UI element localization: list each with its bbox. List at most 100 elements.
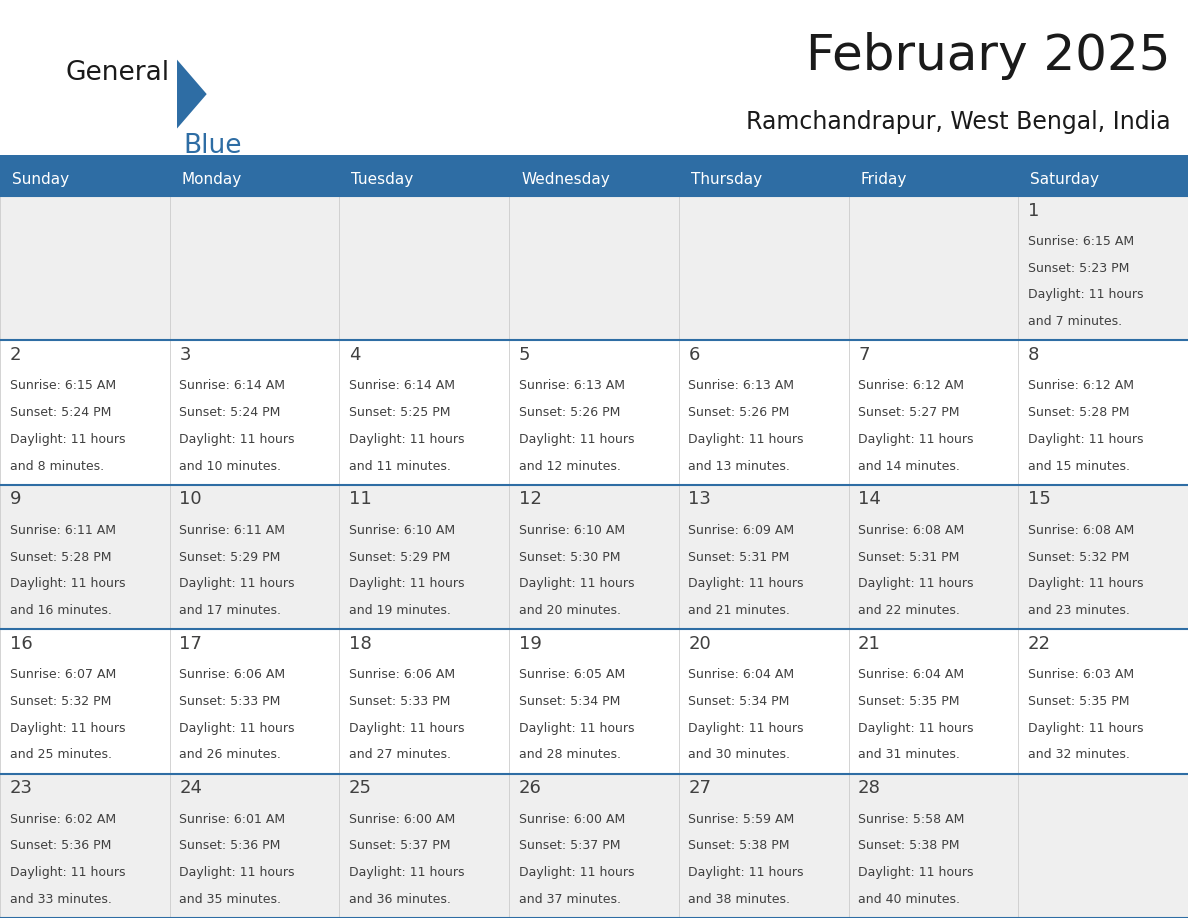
Bar bbox=[0, 163, 1188, 196]
Text: Sunrise: 6:13 AM: Sunrise: 6:13 AM bbox=[519, 379, 625, 392]
Text: Sunrise: 6:05 AM: Sunrise: 6:05 AM bbox=[519, 668, 625, 681]
Text: Sunrise: 6:11 AM: Sunrise: 6:11 AM bbox=[10, 524, 115, 537]
Text: Daylight: 11 hours: Daylight: 11 hours bbox=[1028, 722, 1143, 734]
Text: Daylight: 11 hours: Daylight: 11 hours bbox=[10, 722, 125, 734]
Text: Sunset: 5:32 PM: Sunset: 5:32 PM bbox=[1028, 551, 1129, 564]
Text: Sunset: 5:26 PM: Sunset: 5:26 PM bbox=[519, 406, 620, 420]
Text: Sunrise: 6:06 AM: Sunrise: 6:06 AM bbox=[179, 668, 285, 681]
Text: 11: 11 bbox=[349, 490, 372, 509]
Text: Daylight: 11 hours: Daylight: 11 hours bbox=[179, 722, 295, 734]
Text: Daylight: 11 hours: Daylight: 11 hours bbox=[858, 432, 974, 446]
Text: Sunrise: 6:09 AM: Sunrise: 6:09 AM bbox=[688, 524, 795, 537]
Text: Sunset: 5:38 PM: Sunset: 5:38 PM bbox=[688, 839, 790, 852]
Text: 16: 16 bbox=[10, 634, 32, 653]
Text: February 2025: February 2025 bbox=[805, 32, 1170, 80]
Text: 24: 24 bbox=[179, 779, 202, 797]
Text: and 10 minutes.: and 10 minutes. bbox=[179, 460, 282, 473]
Text: Sunrise: 6:06 AM: Sunrise: 6:06 AM bbox=[349, 668, 455, 681]
Text: Daylight: 11 hours: Daylight: 11 hours bbox=[519, 432, 634, 446]
Text: 3: 3 bbox=[179, 346, 191, 364]
Text: 13: 13 bbox=[688, 490, 712, 509]
Text: Sunrise: 6:03 AM: Sunrise: 6:03 AM bbox=[1028, 668, 1133, 681]
Text: Sunset: 5:24 PM: Sunset: 5:24 PM bbox=[179, 406, 280, 420]
Text: Sunset: 5:33 PM: Sunset: 5:33 PM bbox=[349, 695, 450, 708]
Text: and 19 minutes.: and 19 minutes. bbox=[349, 604, 450, 617]
Text: and 37 minutes.: and 37 minutes. bbox=[519, 892, 620, 906]
Text: Sunset: 5:38 PM: Sunset: 5:38 PM bbox=[858, 839, 960, 852]
Text: 1: 1 bbox=[1028, 202, 1040, 219]
Text: 12: 12 bbox=[519, 490, 542, 509]
Text: Sunrise: 6:04 AM: Sunrise: 6:04 AM bbox=[858, 668, 965, 681]
Text: 6: 6 bbox=[688, 346, 700, 364]
Text: Sunrise: 6:13 AM: Sunrise: 6:13 AM bbox=[688, 379, 795, 392]
Text: Sunrise: 6:00 AM: Sunrise: 6:00 AM bbox=[519, 812, 625, 825]
Text: Daylight: 11 hours: Daylight: 11 hours bbox=[349, 866, 465, 879]
Text: Tuesday: Tuesday bbox=[352, 172, 413, 187]
Text: and 33 minutes.: and 33 minutes. bbox=[10, 892, 112, 906]
Text: and 38 minutes.: and 38 minutes. bbox=[688, 892, 790, 906]
Text: and 8 minutes.: and 8 minutes. bbox=[10, 460, 103, 473]
Text: General: General bbox=[65, 60, 170, 85]
Text: Sunset: 5:23 PM: Sunset: 5:23 PM bbox=[1028, 262, 1129, 274]
Text: Sunset: 5:34 PM: Sunset: 5:34 PM bbox=[519, 695, 620, 708]
Text: Sunset: 5:24 PM: Sunset: 5:24 PM bbox=[10, 406, 110, 420]
Text: and 13 minutes.: and 13 minutes. bbox=[688, 460, 790, 473]
Text: and 30 minutes.: and 30 minutes. bbox=[688, 748, 790, 761]
Text: Sunset: 5:30 PM: Sunset: 5:30 PM bbox=[519, 551, 620, 564]
Text: Daylight: 11 hours: Daylight: 11 hours bbox=[688, 722, 804, 734]
Text: and 7 minutes.: and 7 minutes. bbox=[1028, 315, 1121, 328]
Text: and 12 minutes.: and 12 minutes. bbox=[519, 460, 620, 473]
Text: Sunset: 5:34 PM: Sunset: 5:34 PM bbox=[688, 695, 790, 708]
Text: and 36 minutes.: and 36 minutes. bbox=[349, 892, 450, 906]
Text: 26: 26 bbox=[519, 779, 542, 797]
Text: Daylight: 11 hours: Daylight: 11 hours bbox=[688, 866, 804, 879]
Text: 18: 18 bbox=[349, 634, 372, 653]
Text: Sunrise: 6:08 AM: Sunrise: 6:08 AM bbox=[1028, 524, 1135, 537]
Text: Sunrise: 6:14 AM: Sunrise: 6:14 AM bbox=[179, 379, 285, 392]
Text: Sunset: 5:33 PM: Sunset: 5:33 PM bbox=[179, 695, 280, 708]
Text: Sunset: 5:36 PM: Sunset: 5:36 PM bbox=[179, 839, 280, 852]
Text: 23: 23 bbox=[10, 779, 32, 797]
Text: Daylight: 11 hours: Daylight: 11 hours bbox=[10, 866, 125, 879]
Text: 22: 22 bbox=[1028, 634, 1051, 653]
Text: and 21 minutes.: and 21 minutes. bbox=[688, 604, 790, 617]
Text: and 35 minutes.: and 35 minutes. bbox=[179, 892, 282, 906]
Bar bbox=[0, 341, 1188, 485]
Text: Sunrise: 6:12 AM: Sunrise: 6:12 AM bbox=[858, 379, 965, 392]
Text: Sunset: 5:37 PM: Sunset: 5:37 PM bbox=[519, 839, 620, 852]
Text: 15: 15 bbox=[1028, 490, 1050, 509]
Text: 27: 27 bbox=[688, 779, 712, 797]
Text: 10: 10 bbox=[179, 490, 202, 509]
Text: Sunset: 5:32 PM: Sunset: 5:32 PM bbox=[10, 695, 110, 708]
Text: and 27 minutes.: and 27 minutes. bbox=[349, 748, 451, 761]
Text: Sunset: 5:28 PM: Sunset: 5:28 PM bbox=[1028, 406, 1130, 420]
Text: Daylight: 11 hours: Daylight: 11 hours bbox=[858, 722, 974, 734]
Text: and 25 minutes.: and 25 minutes. bbox=[10, 748, 112, 761]
Text: 2: 2 bbox=[10, 346, 21, 364]
Text: and 26 minutes.: and 26 minutes. bbox=[179, 748, 282, 761]
Bar bbox=[0, 485, 1188, 629]
Text: Sunset: 5:29 PM: Sunset: 5:29 PM bbox=[349, 551, 450, 564]
Text: Friday: Friday bbox=[860, 172, 906, 187]
Text: Daylight: 11 hours: Daylight: 11 hours bbox=[179, 577, 295, 590]
Text: 20: 20 bbox=[688, 634, 712, 653]
Text: Sunset: 5:29 PM: Sunset: 5:29 PM bbox=[179, 551, 280, 564]
Text: Sunset: 5:37 PM: Sunset: 5:37 PM bbox=[349, 839, 450, 852]
Text: Sunset: 5:28 PM: Sunset: 5:28 PM bbox=[10, 551, 110, 564]
Text: Daylight: 11 hours: Daylight: 11 hours bbox=[10, 432, 125, 446]
Polygon shape bbox=[177, 60, 207, 129]
Text: 14: 14 bbox=[858, 490, 881, 509]
Text: Daylight: 11 hours: Daylight: 11 hours bbox=[858, 577, 974, 590]
Text: Sunrise: 6:12 AM: Sunrise: 6:12 AM bbox=[1028, 379, 1133, 392]
Text: 8: 8 bbox=[1028, 346, 1040, 364]
Text: and 11 minutes.: and 11 minutes. bbox=[349, 460, 450, 473]
Text: Sunrise: 5:58 AM: Sunrise: 5:58 AM bbox=[858, 812, 965, 825]
Text: Sunday: Sunday bbox=[12, 172, 69, 187]
Text: Sunset: 5:35 PM: Sunset: 5:35 PM bbox=[858, 695, 960, 708]
Text: 28: 28 bbox=[858, 779, 881, 797]
Text: and 40 minutes.: and 40 minutes. bbox=[858, 892, 960, 906]
Text: Sunrise: 6:07 AM: Sunrise: 6:07 AM bbox=[10, 668, 115, 681]
Text: and 14 minutes.: and 14 minutes. bbox=[858, 460, 960, 473]
Text: Sunrise: 6:10 AM: Sunrise: 6:10 AM bbox=[349, 524, 455, 537]
Text: Thursday: Thursday bbox=[690, 172, 762, 187]
